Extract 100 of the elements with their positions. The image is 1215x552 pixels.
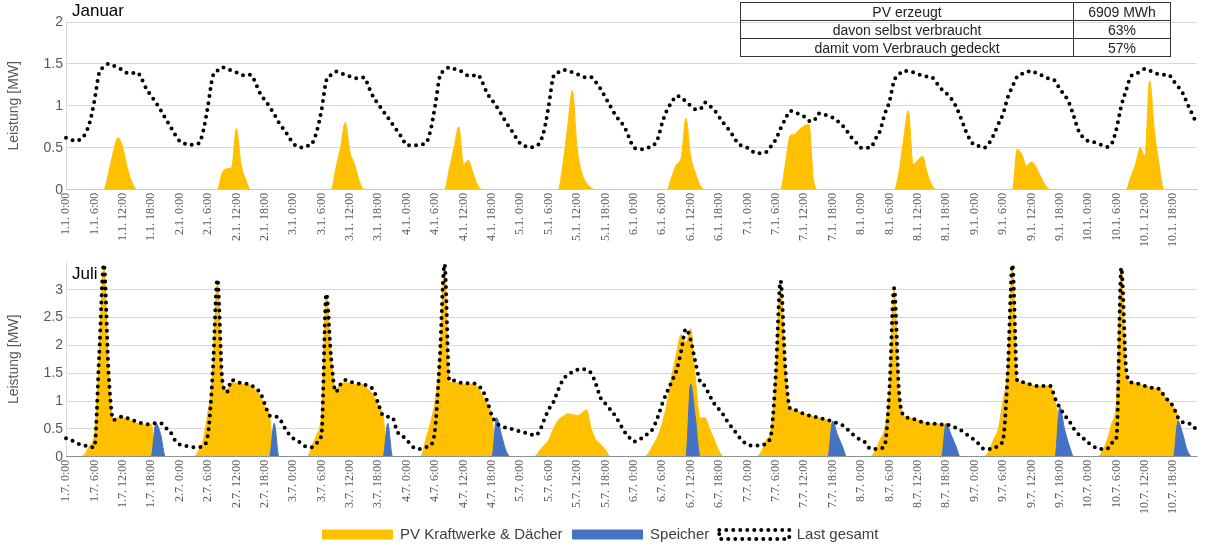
x-tick-label: 2.7. 6:00 [200,459,215,503]
x-tick-label: 8.1. 12:00 [909,192,924,242]
x-tick-label: 10.1. 12:00 [1137,192,1152,248]
legend-label: PV Kraftwerke & Dächer [400,524,563,542]
x-tick-label: 8.1. 6:00 [881,192,896,236]
x-tick-label: 5.1. 12:00 [569,192,584,242]
x-tick-label: 7.7. 6:00 [767,459,782,503]
x-tick-label: 3.7. 12:00 [342,459,357,509]
legend-label: Speicher [650,524,710,542]
y-tick-label: 1.5 [43,364,64,381]
x-tick-label: 9.1. 0:00 [966,192,981,236]
x-tick-label: 7.7. 18:00 [824,459,839,509]
x-tick-label: 7.7. 12:00 [796,459,811,509]
x-tick-label: 8.7. 6:00 [881,459,896,503]
y-axis-title: Leistung [MW] [5,61,22,151]
x-tick-label: 2.7. 18:00 [256,459,271,509]
x-tick-label: 1.7. 12:00 [114,459,129,509]
x-tick-label: 4.7. 0:00 [398,459,413,503]
x-tick-label: 3.7. 6:00 [313,459,328,503]
x-tick-label: 7.1. 0:00 [739,192,754,236]
x-tick-label: 3.1. 18:00 [370,192,385,242]
x-tick-label: 5.1. 18:00 [597,192,612,242]
x-tick-label: 7.1. 6:00 [767,192,782,236]
chart-title: Januar [72,1,124,21]
x-tick-label: 2.1. 18:00 [256,192,271,242]
x-tick-label: 1.1. 18:00 [143,192,158,242]
x-tick-label: 10.7. 6:00 [1108,459,1123,509]
text: 6909 MWh [1073,2,1171,21]
x-tick-label: 1.1. 12:00 [114,192,129,242]
x-tick-label: 9.7. 12:00 [1023,459,1038,509]
x-tick-label: 9.7. 0:00 [966,459,981,503]
x-tick-label: 10.1. 6:00 [1108,192,1123,242]
x-tick-label: 8.7. 18:00 [938,459,953,509]
x-tick-label: 6.1. 0:00 [626,192,641,236]
x-tick-label: 8.1. 0:00 [853,192,868,236]
x-tick-label: 9.1. 18:00 [1051,192,1066,242]
x-tick-label: 6.1. 12:00 [682,192,697,242]
legend-label: Last gesamt [796,524,880,542]
x-tick-label: 3.1. 12:00 [342,192,357,242]
x-tick-label: 2.7. 12:00 [228,459,243,509]
y-tick-label: 3 [55,280,64,297]
x-tick-label: 4.1. 18:00 [484,192,499,242]
x-tick-label: 7.7. 0:00 [739,459,754,503]
x-tick-label: 5.1. 6:00 [540,192,555,236]
x-tick-label: 6.7. 0:00 [626,459,641,503]
x-tick-label: 10.1. 18:00 [1165,192,1180,248]
x-tick-label: 1.7. 6:00 [86,459,101,503]
x-tick-label: 8.7. 0:00 [853,459,868,503]
x-tick-label: 3.1. 0:00 [285,192,300,236]
chart-title: Juli [72,264,98,284]
x-tick-label: 2.1. 12:00 [228,192,243,242]
x-tick-label: 3.7. 18:00 [370,459,385,509]
x-tick-label: 4.1. 0:00 [398,192,413,236]
x-tick-label: 5.1. 0:00 [512,192,527,236]
x-tick-label: 10.7. 0:00 [1080,459,1095,509]
x-tick-label: 7.1. 12:00 [796,192,811,242]
x-tick-label: 3.1. 6:00 [313,192,328,236]
x-tick-label: 1.1. 6:00 [86,192,101,236]
annotation: 63% [1073,20,1171,39]
x-tick-label: 1.7. 18:00 [143,459,158,509]
x-tick-label: 3.7. 0:00 [285,459,300,503]
annotation: damit vom Verbrauch gedeckt [740,38,1074,57]
y-axis-title: Leistung [MW] [5,314,22,405]
text: PV erzeugt [740,2,1074,21]
x-tick-label: 4.1. 6:00 [427,192,442,236]
y-tick-label: 1 [55,391,64,408]
x-tick-label: 5.7. 0:00 [512,459,527,503]
x-tick-label: 9.7. 18:00 [1051,459,1066,509]
line-series [64,61,1199,156]
y-tick-label: 2 [55,12,64,29]
x-tick-label: 10.7. 12:00 [1137,459,1152,515]
y-tick-label: 0.5 [43,138,64,155]
y-tick-label: 2.5 [43,308,64,325]
x-tick-label: 9.1. 6:00 [995,192,1010,236]
x-tick-label: 2.7. 0:00 [171,459,186,503]
x-tick-label: 4.7. 18:00 [484,459,499,509]
x-tick-label: 6.7. 18:00 [711,459,726,509]
y-tick-label: 1.5 [43,54,64,71]
x-tick-label: 8.7. 12:00 [909,459,924,509]
x-tick-label: 5.7. 18:00 [597,459,612,509]
x-tick-label: 6.7. 6:00 [654,459,669,503]
x-tick-label: 10.1. 0:00 [1080,192,1095,242]
x-tick-label: 2.1. 6:00 [200,192,215,236]
x-tick-label: 2.1. 0:00 [171,192,186,236]
x-tick-label: 6.1. 6:00 [654,192,669,236]
y-tick-label: 2 [55,336,64,353]
annotation: 57% [1073,38,1171,57]
x-tick-label: 5.7. 12:00 [569,459,584,509]
x-tick-label: 6.7. 12:00 [682,459,697,509]
annotation: davon selbst verbraucht [740,20,1074,39]
x-tick-label: 10.7. 18:00 [1165,459,1180,515]
x-tick-label: 4.7. 6:00 [427,459,442,503]
x-tick-label: 5.7. 6:00 [540,459,555,503]
x-tick-label: 9.7. 6:00 [995,459,1010,503]
y-tick-label: 0.5 [43,419,64,436]
x-tick-label: 7.1. 18:00 [824,192,839,242]
y-tick-label: 1 [55,96,64,113]
x-tick-label: 4.1. 12:00 [455,192,470,242]
x-tick-label: 6.1. 18:00 [711,192,726,242]
x-tick-label: 8.1. 18:00 [938,192,953,242]
